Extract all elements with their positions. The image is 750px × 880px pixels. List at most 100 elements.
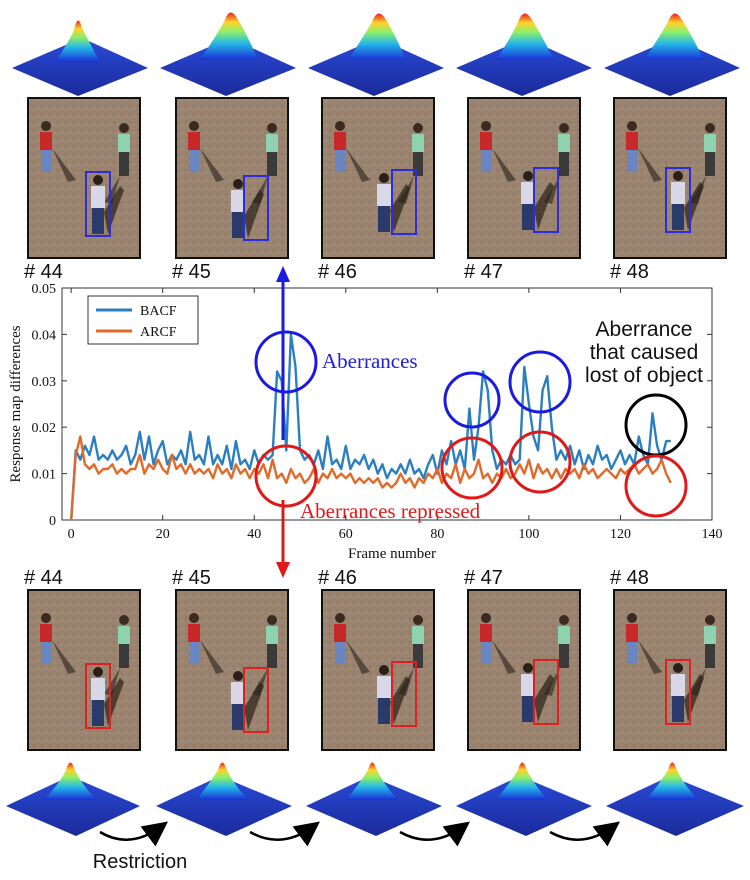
target-head [673, 171, 683, 181]
person-legs [41, 642, 51, 664]
aberrance-circle-1 [254, 330, 318, 394]
top-frames: # 44 # 45 # 46 # 47 # 48 [24, 97, 727, 283]
frame-number-label: # 47 [464, 567, 503, 589]
frame-47: # 47 [464, 567, 581, 751]
person-head [335, 121, 345, 131]
legend-box [87, 295, 199, 345]
target-legs [232, 704, 244, 730]
person-head [189, 121, 199, 131]
response-map-45 [160, 12, 296, 96]
target-shadow [244, 682, 264, 730]
person-body [704, 134, 716, 152]
target-legs [378, 698, 390, 724]
legend-label-arcf: ARCF [140, 325, 177, 340]
tracking-box [85, 663, 111, 729]
frame-number-label: # 44 [24, 567, 63, 589]
frame-number-label: # 48 [610, 567, 649, 589]
target-body [377, 184, 391, 206]
person-body [188, 624, 200, 642]
restricted-map-48 [606, 762, 744, 836]
legend: BACF ARCF [87, 295, 199, 345]
frame-48: # 48 [610, 97, 727, 283]
series-lines [70, 333, 672, 521]
y-tick-label: 0 [49, 514, 56, 529]
person-legs [559, 152, 569, 176]
person-head [119, 615, 129, 625]
tracking-box [391, 169, 417, 235]
restriction-arrow-2 [249, 821, 321, 847]
target-body [377, 676, 391, 698]
frame-number-label: # 45 [172, 261, 211, 283]
person-head [705, 123, 715, 133]
person-legs [481, 642, 491, 664]
person-head [413, 615, 423, 625]
repressed-circle-4 [624, 454, 688, 518]
person-shadow [638, 640, 662, 674]
y-tick-label: 0.02 [32, 421, 57, 436]
person-shadow [346, 148, 370, 182]
frame-number-label: # 47 [464, 261, 503, 283]
lost-object-label-line1: Aberrance [596, 318, 693, 341]
person-body [558, 134, 570, 152]
tracking-box [243, 175, 269, 241]
person-body [118, 134, 130, 152]
tracking-box [391, 661, 417, 727]
y-tick-label: 0.03 [32, 375, 57, 390]
person-body [480, 132, 492, 150]
frame-number-label: # 45 [172, 567, 211, 589]
lost-object-label-line3: lost of object [585, 364, 703, 387]
response-map-46 [308, 13, 444, 96]
frame-number-label: # 46 [318, 567, 357, 589]
person-body [558, 626, 570, 644]
target-shadow [244, 190, 264, 238]
person-legs [41, 150, 51, 172]
response-map-44 [12, 20, 148, 96]
red-arrow-head [276, 562, 290, 578]
person-body [626, 132, 638, 150]
top-response-maps [12, 12, 740, 96]
target-body [231, 190, 245, 212]
target-body [231, 682, 245, 704]
restriction-arrow-1 [99, 821, 169, 847]
person-head [627, 613, 637, 623]
x-tick-label: 100 [518, 527, 539, 542]
target-head [233, 179, 243, 189]
person-legs [189, 150, 199, 172]
frame-44: # 44 [24, 97, 141, 283]
aberrance-circle-2 [443, 371, 501, 429]
target-body [671, 182, 685, 204]
person-shadow [104, 176, 120, 204]
response-map-47 [456, 13, 592, 96]
tracking-box [665, 659, 691, 725]
aberrances-label: Aberrances [322, 349, 418, 373]
repressed-circle-1 [254, 444, 318, 508]
lost-object-label-line2: that caused [590, 341, 699, 364]
x-tick-label: 20 [156, 527, 170, 542]
tracking-box [85, 171, 111, 237]
person-legs [481, 150, 491, 172]
target-shadow [534, 674, 554, 722]
tracking-box [533, 167, 559, 233]
person-legs [267, 644, 277, 668]
person-legs [705, 152, 715, 176]
person-head [481, 121, 491, 131]
person-legs [413, 644, 423, 668]
y-tick-label: 0.01 [32, 468, 57, 483]
target-legs [672, 696, 684, 722]
blue-arrow-head [276, 266, 290, 282]
person-body [412, 134, 424, 152]
person-shadow [52, 640, 76, 674]
tracking-box [243, 667, 269, 733]
person-legs [559, 644, 569, 668]
restriction-label: Restriction [93, 851, 187, 873]
tracking-box [533, 659, 559, 725]
x-tick-label: 80 [430, 527, 444, 542]
person-legs [335, 150, 345, 172]
person-body [704, 626, 716, 644]
target-head [233, 671, 243, 681]
response-map-48 [604, 13, 740, 96]
aberrance-circle-3 [508, 350, 572, 414]
target-head [93, 667, 103, 677]
target-legs [232, 212, 244, 238]
legend-label-bacf: BACF [140, 304, 177, 319]
